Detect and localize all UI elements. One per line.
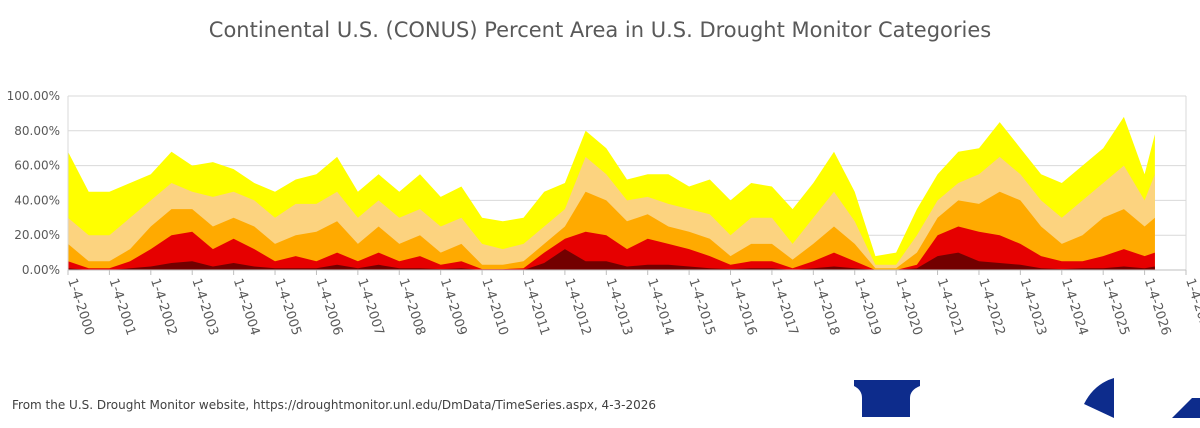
y-tick-label: 100.00% [7, 89, 60, 103]
noaa-logo-fragment-icon [1084, 378, 1114, 418]
x-tick-label: 1-4-2018 [810, 277, 843, 338]
x-tick-label: 1-4-2023 [1017, 277, 1050, 338]
x-tick-label: 1-4-2020 [892, 277, 925, 338]
x-tick-label: 1-4-2005 [271, 277, 304, 338]
x-tick-label: 1-4-2022 [975, 277, 1008, 338]
x-tick-label: 1-4-2015 [685, 277, 718, 338]
x-tick-label: 1-4-2009 [437, 277, 470, 338]
chart-title: Continental U.S. (CONUS) Percent Area in… [208, 18, 992, 42]
y-tick-label: 60.00% [14, 159, 60, 173]
x-tick-label: 1-4-2006 [313, 277, 346, 338]
x-tick-label: 1-4-2007 [354, 277, 387, 338]
area-d4 [68, 249, 1155, 270]
x-tick-label: 1-4-2001 [106, 277, 139, 338]
y-tick-label: 0.00% [22, 263, 60, 277]
x-tick-label: 1-4-2002 [147, 277, 180, 338]
area-d3-d4 [68, 226, 1155, 270]
x-tick-labels: 1-4-2000 1-4-2001 1-4-2002 1-4-2003 1-4-2004… [64, 270, 1200, 337]
x-tick-label: 1-4-2014 [644, 277, 677, 338]
x-tick-label: 1-4-2026 [1141, 277, 1174, 338]
x-tick-label: 1-4-2016 [727, 277, 760, 338]
x-tick-label: 1-4-2021 [934, 277, 967, 338]
x-tick-label: 1-4-2025 [1099, 277, 1132, 338]
x-tick-label: 1-4-2000 [64, 277, 97, 338]
x-tick-label: 1-4-2004 [230, 277, 263, 338]
y-tick-label: 40.00% [14, 193, 60, 207]
x-tick-label: 1-4-2019 [851, 277, 884, 338]
x-tick-label: 1-4-2003 [188, 277, 221, 338]
area-d2-d4 [68, 191, 1155, 270]
area-series [68, 116, 1155, 271]
x-tick-label: 1-4-2012 [561, 277, 594, 338]
y-tick-label: 80.00% [14, 124, 60, 138]
x-tick-label: 1-4-2017 [768, 277, 801, 338]
usda-logo-fragment-icon [854, 380, 920, 417]
source-note: From the U.S. Drought Monitor website, h… [12, 398, 657, 412]
x-tick-label: 1-4-2008 [395, 277, 428, 338]
y-tick-label: 20.00% [14, 228, 60, 242]
x-tick-label: 1-4-2011 [520, 277, 553, 338]
x-tick-label: 1-4-2024 [1058, 277, 1091, 338]
x-tick-label: 1-4-2013 [602, 277, 635, 338]
x-tick-label: 1-4-2010 [478, 277, 511, 338]
nidis-logo-fragment-icon [1172, 398, 1200, 418]
axes [67, 96, 1186, 271]
x-tick-label: 1-4-2027 [1182, 277, 1200, 338]
y-tick-labels: 0.00% 20.00% 40.00% 60.00% 80.00% 100.00% [7, 89, 60, 277]
